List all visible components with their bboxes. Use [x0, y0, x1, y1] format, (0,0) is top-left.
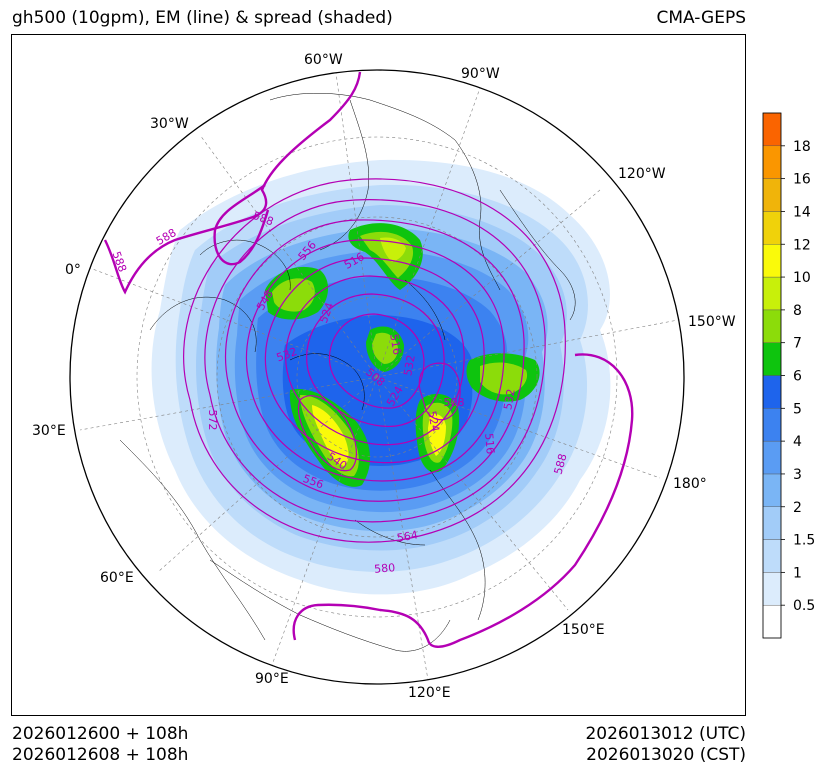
contour-label: 524: [425, 410, 441, 433]
lon-label: 60°W: [304, 52, 343, 68]
map-boundary: [69, 69, 685, 685]
lon-label: 90°W: [461, 66, 500, 82]
colorbar-segment: [762, 572, 782, 606]
colorbar-label: 16: [793, 172, 811, 188]
colorbar-segment: [762, 145, 782, 179]
model-name: CMA-GEPS: [656, 8, 746, 28]
longitude-label-group: 60°W 90°W 30°W 120°W 0° 150°W 30°E 180° …: [32, 52, 736, 701]
lon-label: 90°E: [255, 671, 289, 687]
contour-label: 532: [501, 388, 517, 411]
lon-label: 30°E: [32, 423, 66, 439]
colorbar-segment: [762, 604, 782, 639]
colorbar-label: 4: [793, 434, 802, 450]
colorbar-label: 7: [793, 336, 802, 352]
colorbar-segment: [762, 211, 782, 245]
colorbar-segment: [762, 440, 782, 475]
lon-label: 120°E: [408, 685, 451, 701]
lon-label: 150°W: [688, 314, 736, 330]
colorbar-segment: [762, 178, 782, 212]
contour-label: 516: [482, 433, 497, 455]
contour-label: 588: [110, 250, 129, 274]
colorbar-segment: [762, 473, 782, 507]
map-frame: [11, 34, 746, 716]
colorbar-label: 8: [793, 303, 802, 319]
colorbar-segment: [762, 408, 782, 442]
lon-label: 150°E: [562, 622, 605, 638]
colorbar-segment: [762, 375, 782, 409]
init-time-utc: 2026012600 + 108h: [12, 724, 189, 744]
lon-label: 30°W: [150, 116, 189, 132]
em-contours: [103, 71, 634, 648]
colorbar-label: 1.5: [793, 533, 815, 549]
init-time-cst: 2026012608 + 108h: [12, 745, 189, 765]
colorbar: 0.5 1 1.5 2 3 4 5 6 7 8 10 12 14 16 18: [762, 112, 815, 639]
valid-time-utc: 2026013012 (UTC): [585, 724, 746, 744]
contour-label: 508: [444, 396, 465, 409]
graticule: [79, 72, 679, 681]
colorbar-segment: [762, 309, 782, 343]
lon-label: 180°: [673, 476, 707, 492]
colorbar-segment: [762, 244, 782, 278]
colorbar-label: 12: [793, 237, 811, 253]
lon-label: 0°: [65, 262, 81, 278]
colorbar-segment: [762, 539, 782, 573]
contour-label: 588: [552, 452, 570, 476]
valid-time-cst: 2026013020 (CST): [586, 745, 746, 765]
contour-label: 532: [401, 354, 417, 377]
colorbar-segment: [762, 342, 782, 376]
colorbar-label: 14: [793, 204, 811, 220]
colorbar-label: 3: [793, 467, 802, 483]
colorbar-label: 1: [793, 565, 802, 581]
colorbar-segment: [762, 112, 782, 147]
lon-label: 120°W: [618, 166, 666, 182]
colorbar-label: 2: [793, 500, 802, 516]
colorbar-label: 6: [793, 369, 802, 385]
chart-title: gh500 (10gpm), EM (line) & spread (shade…: [12, 8, 393, 28]
colorbar-segment: [762, 506, 782, 540]
contour-label: 572: [206, 410, 219, 431]
contour-label: 564: [396, 528, 419, 544]
colorbar-label: 18: [793, 139, 811, 155]
coastlines: [119, 92, 576, 652]
contour-label: 516: [387, 333, 403, 356]
colorbar-segment: [762, 276, 782, 311]
colorbar-label: 0.5: [793, 598, 815, 614]
colorbar-label: 5: [793, 401, 802, 417]
colorbar-label: 10: [793, 270, 811, 286]
contour-label: 580: [374, 561, 396, 576]
lon-label: 60°E: [100, 570, 134, 586]
